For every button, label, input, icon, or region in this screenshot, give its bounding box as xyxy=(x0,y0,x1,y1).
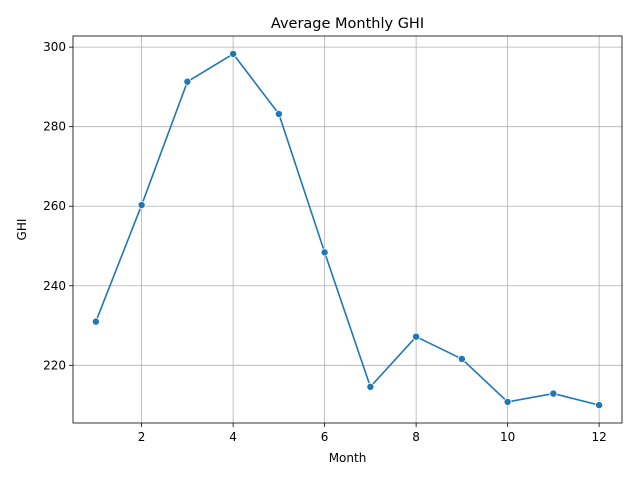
y-tick-label: 240 xyxy=(43,279,66,293)
data-point xyxy=(320,248,329,257)
data-point xyxy=(91,317,100,326)
y-axis-label: GHI xyxy=(15,219,29,241)
x-tick-label: 8 xyxy=(412,430,420,444)
data-point xyxy=(137,201,146,210)
grid xyxy=(73,36,622,423)
data-point xyxy=(457,354,466,363)
y-tick-label: 280 xyxy=(43,120,66,134)
x-tick-label: 4 xyxy=(229,430,237,444)
x-tick-label: 2 xyxy=(138,430,146,444)
plot-frame xyxy=(72,35,623,424)
y-tick-label: 300 xyxy=(43,40,66,54)
series-line xyxy=(95,53,600,406)
y-tick-label: 220 xyxy=(43,358,66,372)
x-tick-label: 12 xyxy=(591,430,606,444)
series-line-group xyxy=(91,49,604,410)
data-point xyxy=(183,77,192,86)
chart-title: Average Monthly GHI xyxy=(271,16,424,32)
x-tick-label: 6 xyxy=(321,430,329,444)
data-point xyxy=(595,401,604,410)
x-tick-label: 10 xyxy=(500,430,515,444)
axes: 2 4 6 8 10 12 220 240 260 280 300 xyxy=(43,35,623,444)
data-point xyxy=(366,382,375,391)
y-tick-label: 260 xyxy=(43,199,66,213)
data-point xyxy=(229,49,238,58)
data-point xyxy=(503,397,512,406)
data-point xyxy=(549,389,558,398)
x-axis-label: Month xyxy=(329,451,367,465)
data-point xyxy=(412,332,421,341)
data-point xyxy=(274,109,283,118)
